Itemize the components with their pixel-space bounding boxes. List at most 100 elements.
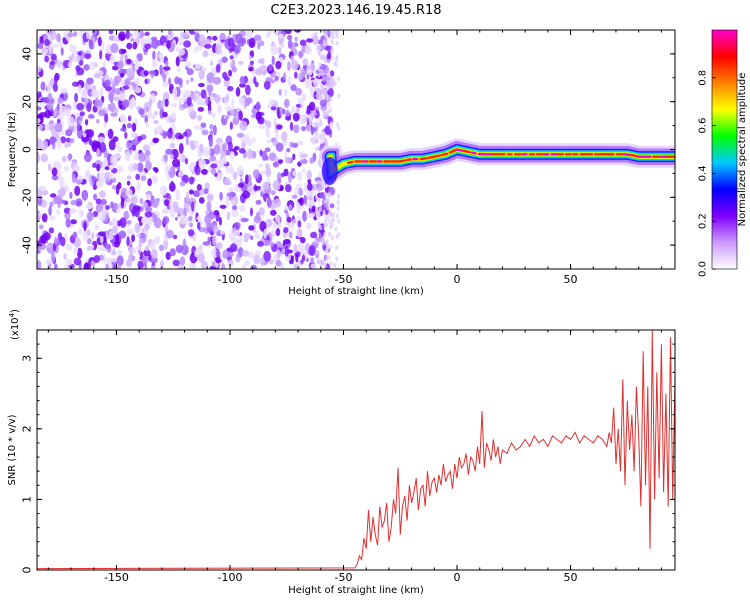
noise-blob [219,204,227,209]
noise-blob [53,109,57,117]
y-tick-label: 1 [21,496,34,503]
noise-blob [248,67,254,72]
noise-blob [151,59,158,69]
noise-blob [329,121,334,130]
noise-blob [317,39,323,45]
noise-blob [157,100,163,110]
noise-blob [331,81,335,87]
noise-blob [224,180,232,186]
noise-blob [302,210,308,222]
noise-blob [259,170,266,176]
signal-ridge-core [434,154,442,158]
noise-blob [159,185,168,196]
noise-blob [56,209,60,216]
noise-blob [169,248,176,257]
noise-blob [295,253,299,263]
noise-blob [169,142,176,149]
noise-blob [325,142,329,148]
noise-blob [164,165,169,176]
noise-blob [65,218,71,228]
noise-blob [194,165,198,173]
noise-blob [86,211,94,221]
noise-blob [326,197,330,203]
noise-blob [248,37,256,48]
noise-blob [89,61,96,70]
noise-blob [156,197,160,203]
noise-blob [233,44,241,54]
noise-blob [197,253,205,263]
noise-blob [49,30,57,41]
noise-blob [130,196,138,205]
noise-blob [112,177,117,184]
noise-blob [292,153,296,161]
noise-blob [178,35,184,47]
noise-blob [207,236,211,244]
noise-blob [133,163,139,171]
noise-blob [124,197,131,203]
noise-blob [210,168,217,175]
noise-blob [126,236,130,247]
noise-blob [59,105,68,116]
noise-blob [142,144,150,152]
noise-blob [232,205,238,211]
noise-blob [91,175,96,187]
noise-blob [169,207,176,219]
noise-blob [117,146,123,153]
noise-blob [162,216,170,225]
noise-blob [38,224,44,230]
noise-blob [306,196,313,201]
noise-blob [188,262,194,269]
noise-blob [291,194,298,199]
noise-blob [113,96,121,102]
noise-blob [288,231,293,239]
noise-blob [198,69,205,80]
noise-blob [95,202,103,213]
y-multiplier-close: ) [10,309,21,313]
noise-blob [196,184,202,191]
noise-blob [86,102,92,113]
noise-blob [120,115,127,124]
noise-blob [90,260,96,267]
noise-blob [188,164,195,172]
noise-blob [335,256,339,262]
noise-blob [123,210,130,221]
noise-blob [145,160,152,171]
x-tick-label: -100 [218,571,243,584]
noise-blob [108,30,114,35]
noise-blob [73,31,78,37]
noise-blob [334,30,338,35]
noise-blob [131,234,136,242]
noise-blob [283,88,288,97]
colorbar-label: Normalized spectral amplitude [737,73,748,227]
noise-blob [239,76,246,85]
noise-blob [81,189,89,201]
noise-blob [337,218,341,224]
noise-blob [108,91,114,102]
noise-blob [310,263,317,269]
noise-blob [238,148,246,154]
noise-blob [60,87,68,94]
noise-blob [284,156,291,164]
noise-blob [336,206,340,212]
noise-blob [282,72,287,81]
noise-blob [308,101,316,112]
noise-blob [322,113,326,119]
noise-blob [301,93,307,101]
noise-blob [164,98,169,107]
noise-blob [145,150,151,157]
noise-blob [333,262,337,268]
x-tick-label: -150 [104,273,129,286]
noise-blob [78,209,85,217]
noise-blob [126,58,132,65]
noise-blob [279,185,284,192]
noise-blob [50,251,56,263]
noise-blob [182,238,187,250]
noise-blob [119,72,125,78]
noise-blob [274,75,279,82]
noise-blob [175,244,184,254]
noise-blob [110,201,114,209]
noise-blob [229,191,236,198]
noise-blob [37,42,44,50]
noise-blob [210,222,215,231]
noise-blob [115,87,121,96]
